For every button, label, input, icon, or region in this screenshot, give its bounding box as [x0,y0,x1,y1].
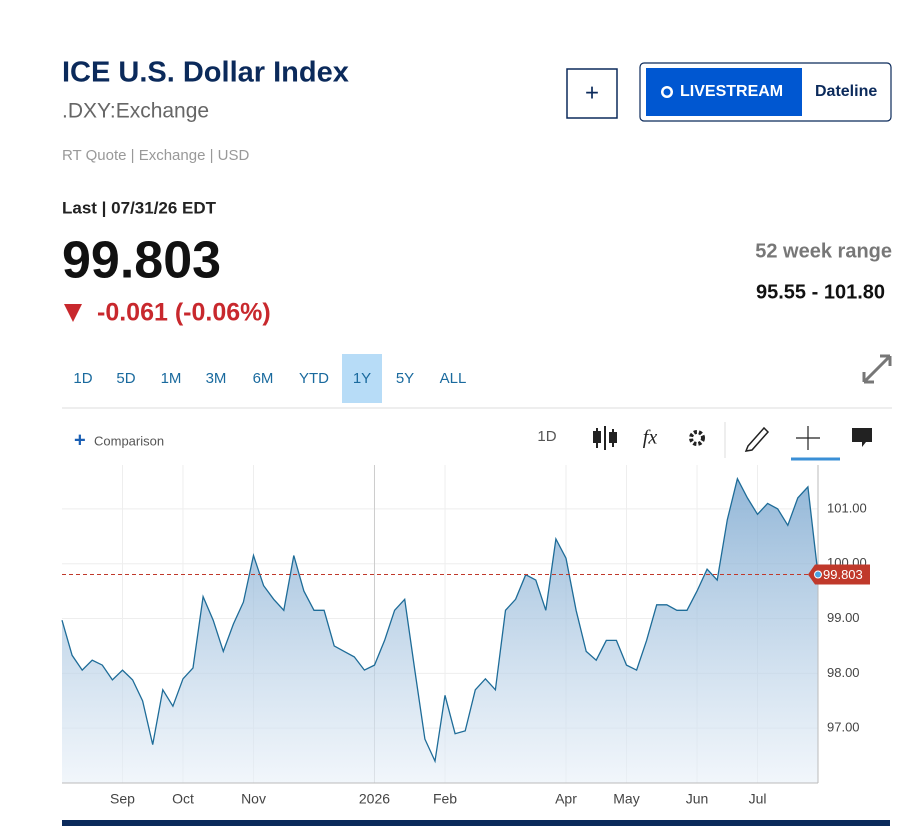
quote-info: RT Quote | Exchange | USD [62,147,249,164]
range-tabs: 1D 5D 1M 3M 6M YTD 1Y 5Y ALL [73,354,466,403]
fx-icon[interactable]: fx [643,427,658,449]
interval[interactable]: 1D [537,428,556,445]
x-tick-label: Jul [749,791,767,807]
x-tick-label: May [613,791,639,807]
line [61,476,819,764]
settings-icon[interactable] [689,430,705,446]
tab[interactable]: 1D [73,370,92,387]
x-tick-label: Nov [241,791,266,807]
symbol: .DXY:Exchange [62,100,209,123]
last-label: Last | 07/31/26 EDT [62,198,217,217]
area [62,478,818,783]
comparison[interactable]: Comparison [94,433,164,448]
y-tick-label: 97.00 [827,720,860,735]
candles-icon[interactable] [593,426,617,450]
tab[interactable]: 3M [206,370,227,387]
range: 95.55 - 101.80 [756,281,885,303]
last-label: 99.803 [823,567,863,582]
range-label: 52 week range [755,240,892,262]
crosshair-icon[interactable] [796,426,820,450]
dateline[interactable]: Dateline [815,83,877,100]
x-tick-label: Oct [172,791,194,807]
tab[interactable]: 6M [253,370,274,387]
tab[interactable]: 1M [161,370,182,387]
x-tick-label: Feb [433,791,457,807]
tab[interactable]: ALL [440,370,467,387]
x-tick-label: Apr [555,791,577,807]
last-tag [808,564,870,585]
price: 99.803 [62,232,221,290]
tab[interactable]: 1Y [353,370,371,387]
live-dot-inner [663,88,671,96]
add-icon: + [585,79,599,106]
tab[interactable]: 5Y [396,370,414,387]
last-dot [814,570,822,579]
comparison-icon: + [74,429,86,451]
down-arrow [64,304,82,322]
expand-icon[interactable] [862,354,892,384]
y-tick-label: 98.00 [827,665,860,680]
change: -0.061 (-0.06%) [97,299,271,327]
y-tick-label: 99.00 [827,610,860,625]
x-tick-label: Jun [686,791,709,807]
footer-bar [62,820,890,826]
livestream-label: LIVESTREAM [680,83,783,100]
y-tick-label: 101.00 [827,500,867,515]
notes-icon[interactable] [852,428,872,447]
tab-selected [342,354,382,403]
tab[interactable]: YTD [299,370,329,387]
add-button[interactable] [566,68,618,119]
x-tick-label: Sep [110,791,135,807]
tab[interactable]: 5D [116,370,135,387]
title: ICE U.S. Dollar Index [62,57,349,89]
x-tick-label: 2026 [359,791,390,807]
draw-icon[interactable] [744,426,770,452]
